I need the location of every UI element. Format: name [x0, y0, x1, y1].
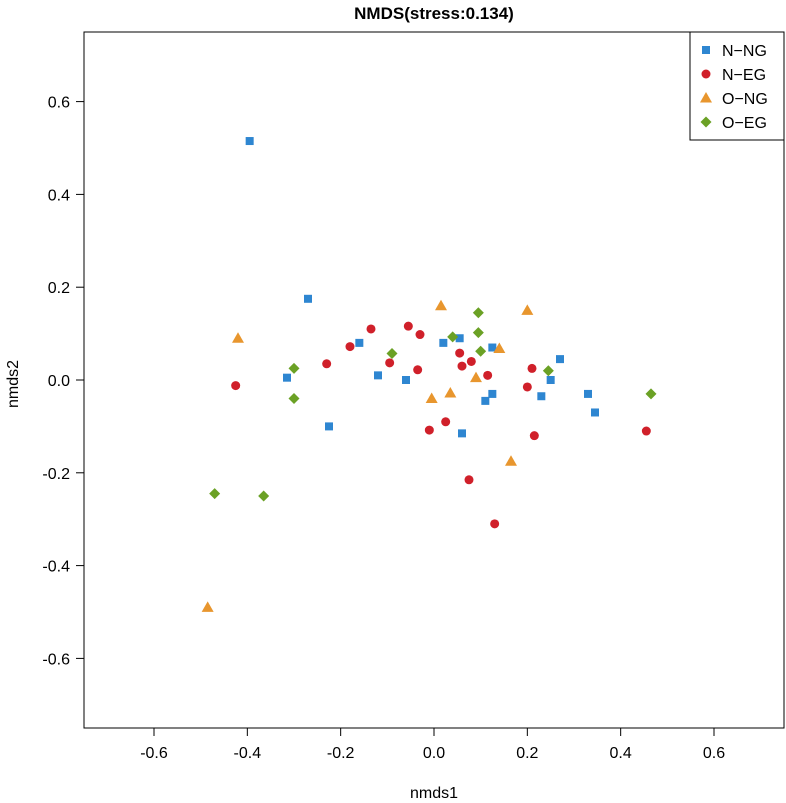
data-point — [355, 338, 364, 347]
data-point — [475, 345, 487, 357]
data-point — [537, 392, 546, 401]
series-triangle-group — [201, 299, 534, 612]
series-square-group — [245, 137, 599, 438]
data-point — [385, 358, 395, 368]
data-point — [288, 362, 300, 374]
data-point — [231, 381, 241, 391]
data-point — [424, 425, 434, 435]
data-point — [584, 389, 592, 398]
points-layer — [201, 137, 657, 612]
data-point — [470, 371, 482, 383]
data-point — [483, 370, 493, 380]
data-point — [374, 371, 382, 380]
data-point — [591, 408, 599, 417]
data-point — [505, 455, 517, 466]
legend-label: N−NG — [722, 43, 767, 60]
x-axis: -0.6 -0.4 -0.2 0.0 0.2 0.4 0.6 — [140, 728, 725, 762]
legend-label: N−EG — [722, 67, 766, 84]
x-tick-label: 0.2 — [516, 745, 538, 762]
data-point — [201, 601, 214, 612]
data-point — [493, 342, 506, 353]
data-point — [304, 294, 312, 303]
data-point — [472, 307, 484, 319]
data-point — [542, 365, 554, 377]
plot-frame — [83, 31, 785, 729]
data-point — [322, 359, 332, 369]
data-point — [288, 393, 300, 405]
x-tick-label: 0.0 — [423, 745, 445, 762]
data-point — [645, 388, 657, 400]
data-point — [439, 338, 448, 347]
data-point — [457, 361, 467, 371]
x-axis-label: nmds1 — [410, 785, 458, 802]
data-point — [209, 488, 221, 500]
data-point — [488, 343, 497, 352]
data-point — [444, 386, 457, 398]
series-circle-group — [231, 321, 651, 529]
y-tick-label: 0.6 — [48, 95, 70, 112]
data-point — [481, 396, 490, 405]
data-point — [447, 331, 459, 343]
y-axis: -0.6 -0.4 -0.2 0.0 0.2 0.4 0.6 — [42, 95, 84, 668]
data-point — [425, 392, 438, 404]
legend-marker — [702, 46, 710, 54]
data-point — [245, 137, 254, 146]
legend-marker — [700, 116, 712, 128]
legend: N−NG N−EG O−NG O−EG — [689, 31, 785, 141]
series-diamond-group — [209, 307, 657, 502]
legend-marker — [700, 92, 712, 103]
data-point — [641, 426, 651, 436]
data-point — [472, 327, 484, 339]
y-tick-label: -0.6 — [42, 651, 70, 668]
data-point — [413, 365, 423, 375]
data-point — [402, 376, 410, 384]
data-point — [345, 342, 355, 352]
x-tick-label: 0.4 — [610, 745, 632, 762]
data-point — [386, 348, 398, 360]
x-tick-label: -0.4 — [234, 745, 262, 762]
data-point — [529, 431, 539, 441]
y-tick-label: 0.0 — [48, 373, 70, 390]
data-point — [521, 304, 534, 315]
y-tick-label: 0.2 — [48, 280, 70, 297]
data-point — [366, 324, 376, 334]
legend-marker — [701, 69, 711, 79]
y-axis-label: nmds2 — [5, 360, 22, 408]
legend-label: O−NG — [722, 91, 768, 108]
data-point — [458, 429, 466, 438]
data-point — [455, 348, 465, 358]
x-tick-label: -0.6 — [140, 745, 168, 762]
data-point — [258, 490, 270, 502]
data-point — [464, 475, 474, 485]
data-point — [441, 417, 451, 427]
data-point — [522, 382, 532, 392]
data-point — [435, 299, 447, 311]
data-point — [488, 389, 497, 398]
x-tick-label: -0.2 — [327, 745, 355, 762]
data-point — [556, 355, 564, 364]
chart-title: NMDS(stress:0.134) — [354, 4, 514, 23]
data-point — [283, 373, 291, 382]
data-point — [325, 422, 333, 431]
y-tick-label: -0.4 — [42, 559, 70, 576]
data-point — [415, 330, 425, 340]
data-point — [403, 321, 413, 331]
data-point — [546, 376, 555, 384]
legend-label: O−EG — [722, 115, 767, 132]
y-tick-label: 0.4 — [48, 187, 70, 204]
x-tick-label: 0.6 — [703, 745, 725, 762]
data-point — [490, 519, 500, 529]
data-point — [466, 356, 476, 366]
data-point — [455, 334, 464, 343]
data-point — [232, 332, 244, 343]
data-point — [527, 363, 537, 373]
y-tick-label: -0.2 — [42, 466, 70, 483]
